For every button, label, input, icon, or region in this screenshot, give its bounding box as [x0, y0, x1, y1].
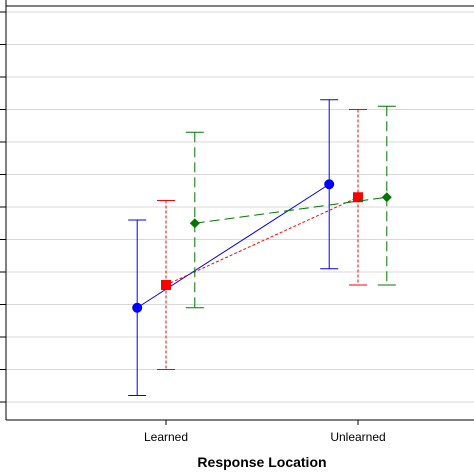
data-point: [324, 179, 335, 190]
series-0: [128, 99, 339, 396]
data-point: [161, 280, 171, 290]
series-layer: [128, 99, 396, 396]
x-axis-title: Response Location: [197, 454, 326, 470]
x-tick-labels: Learned Unlearned: [144, 430, 386, 444]
plot-frame: [0, 0, 474, 425]
data-point: [189, 218, 200, 229]
series-line: [194, 196, 387, 224]
series-1: [157, 109, 367, 370]
gridlines: [6, 11, 474, 403]
x-tick-label: Unlearned: [330, 430, 385, 444]
data-point: [381, 192, 392, 203]
series-2: [185, 105, 396, 309]
x-tick-label: Learned: [144, 430, 188, 444]
series-line: [165, 196, 359, 286]
data-point: [353, 192, 363, 203]
data-point: [132, 302, 143, 313]
